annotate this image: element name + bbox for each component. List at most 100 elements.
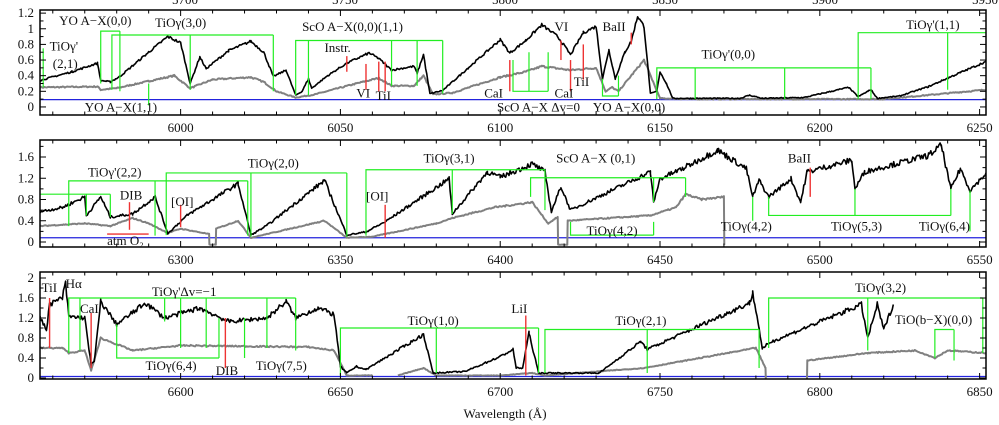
annotation-label: ScO A−X Δv=0 — [497, 100, 580, 115]
plot-area: TiOγ'(2,2) DIB [OI] TiOγ(2,0) [OI] TiOγ(3,1) S… — [40, 142, 986, 247]
annotation-label: TiOγ(2,0) — [248, 156, 299, 171]
band-head-marker — [512, 52, 549, 92]
x-tick-label: 6700 — [487, 384, 513, 399]
observed-spectrum-line — [40, 16, 986, 100]
annotation-label: CaI — [484, 86, 503, 101]
y-tick-label: 0.8 — [18, 192, 34, 207]
annotation-label: VI — [356, 86, 370, 101]
x-tick-label: 6750 — [647, 384, 673, 399]
x-tick-label: 6150 — [647, 120, 673, 135]
annotation-label: TiO(b−X)(0,0) — [895, 312, 972, 327]
band-head-marker — [601, 75, 620, 97]
annotation-label: TiOγ'(1,1) — [906, 17, 959, 32]
band-head-marker — [768, 297, 984, 353]
annotation-label: (2,1) — [53, 56, 78, 71]
y-tick-label: 0 — [28, 99, 35, 114]
y-tick-label: 1.2 — [18, 310, 34, 325]
top-axis-labels: 5700 5750 5800 5850 5900 5950 — [172, 0, 998, 7]
band-head-marker — [40, 193, 111, 218]
annotation-label: TiI — [376, 88, 391, 103]
y-tick-label: 0.8 — [18, 330, 34, 345]
observed-spectrum-line — [40, 280, 895, 375]
annotation-label: CaI — [80, 301, 99, 316]
top-axis-tick-label: 5900 — [812, 0, 838, 7]
band-head-marker — [116, 318, 220, 359]
y-tick-label: 0 — [28, 370, 35, 385]
panel-2: TiOγ'(2,2) DIB [OI] TiOγ(2,0) [OI] TiOγ(3,1) S… — [18, 139, 993, 267]
annotation-label: DIB — [216, 363, 239, 378]
band-head-marker — [529, 177, 687, 203]
annotation-label: Hα — [66, 276, 82, 291]
annotation-label: [OI] — [366, 189, 388, 204]
x-tick-label: 6250 — [967, 120, 993, 135]
panel-frame — [39, 271, 987, 380]
x-tick-label: 6350 — [327, 252, 353, 267]
x-tick-label: 6000 — [168, 120, 194, 135]
annotation-label: TiOγ(3,2) — [855, 280, 906, 295]
band-head-marker — [656, 67, 872, 100]
annotation-label: TiOγ(3,0) — [155, 15, 206, 30]
band-head-marker — [111, 34, 274, 92]
annotation-label: BaII — [602, 19, 625, 34]
band-head-marker — [365, 169, 546, 236]
spectrum-panels: YO A−X(0,0) TiOγ(3,0) TiOγ' (2,1) ScO A−X(0,… — [18, 5, 993, 399]
band-head-marker — [295, 39, 444, 96]
annotation-label: YO A−X(1,1) — [85, 100, 157, 115]
annotation-label: TiOγ(3,1) — [424, 150, 475, 165]
y-tick-label: 1.6 — [18, 149, 35, 164]
y-tick-label: 1.2 — [18, 5, 34, 20]
x-tick-label: 6550 — [967, 252, 993, 267]
annotation-label: YO A−X(0,0) — [59, 13, 131, 28]
annotation-label: DIB — [120, 188, 143, 203]
band-head-marker — [544, 328, 760, 373]
annotation-label: TiOγ(6,4) — [919, 218, 970, 233]
panel-3: TiI Hα CaI TiOγ'Δv=−1 TiOγ(6,4) DIB TiOγ(7,5) T… — [18, 270, 993, 399]
x-tick-label: 6800 — [807, 384, 833, 399]
panel-frame — [39, 139, 987, 248]
annotation-label: Instr. — [324, 40, 350, 55]
annotation-label: TiOγ(5,3) — [831, 218, 882, 233]
annotation-label: TiOγ(6,4) — [145, 358, 196, 373]
band-head-marker — [339, 327, 540, 376]
y-tick-label: 1.6 — [18, 290, 35, 305]
annotation-label: TiOγ(2,1) — [615, 313, 666, 328]
top-axis-tick-label: 5800 — [492, 0, 518, 7]
comparison-spectrum-line — [40, 58, 986, 101]
y-tick-label: 0.2 — [18, 83, 34, 98]
y-tick-label: 0 — [28, 234, 35, 249]
annotation-label: BaII — [788, 150, 811, 165]
y-tick-label: 0.4 — [18, 350, 35, 365]
annotation-label: TiOγ(4,2) — [721, 218, 772, 233]
annotation-label: TiOγ(4,2) — [587, 223, 638, 238]
y-tick-label: 0.6 — [18, 52, 35, 67]
annotation-label: ScO A−X(0,0)(1,1) — [302, 19, 403, 34]
band-head-marker — [165, 172, 348, 237]
annotation-label: VI — [555, 19, 569, 34]
band-head-marker — [100, 30, 121, 92]
annotation-label: LiI — [511, 301, 527, 316]
band-head-marker — [68, 297, 297, 353]
panel-1: YO A−X(0,0) TiOγ(3,0) TiOγ' (2,1) ScO A−X(0,… — [18, 5, 993, 135]
plot-area: TiI Hα CaI TiOγ'Δv=−1 TiOγ(6,4) DIB TiOγ(7,5) T… — [40, 276, 986, 379]
x-tick-label: 6200 — [807, 120, 833, 135]
y-tick-label: 0.8 — [18, 36, 34, 51]
annotation-label: TiOγ(7,5) — [256, 358, 307, 373]
x-tick-label: 6400 — [487, 252, 513, 267]
x-tick-label: 6050 — [327, 120, 353, 135]
band-head-marker — [934, 328, 955, 361]
band-head-marker — [857, 32, 986, 100]
annotation-label: YO A−X(0,0) — [593, 100, 665, 115]
x-tick-label: 6300 — [168, 252, 194, 267]
x-axis-title: Wavelength (Å) — [463, 406, 546, 421]
y-tick-label: 0.4 — [18, 68, 35, 83]
band-head-marker — [569, 221, 655, 236]
y-tick-label: 1 — [28, 21, 35, 36]
top-axis-tick-label: 5850 — [652, 0, 678, 7]
x-tick-label: 6600 — [168, 384, 194, 399]
annotation-label: TiOγ'Δv=−1 — [152, 284, 217, 299]
band-head-marker — [68, 180, 249, 236]
annotation-label: TiOγ'(2,2) — [88, 165, 141, 180]
annotation-label: TiI — [574, 74, 589, 89]
x-tick-label: 6850 — [967, 384, 993, 399]
